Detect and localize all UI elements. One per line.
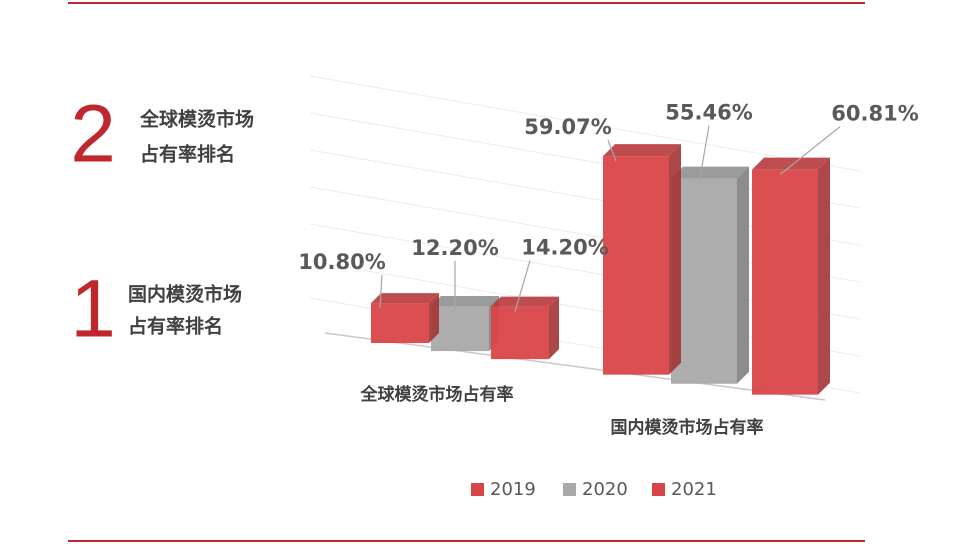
x-tick-label: 国内模烫市场占有率: [611, 417, 764, 438]
bar: [752, 169, 818, 395]
grid-line: [309, 75, 861, 172]
legend-swatch: [652, 483, 665, 496]
leader-line: [514, 260, 531, 312]
value-label: 60.81%: [831, 102, 918, 126]
value-label: 59.07%: [524, 115, 611, 139]
bar: [371, 303, 429, 344]
x-tick-label: 全球模烫市场占有率: [360, 384, 514, 405]
bar-top: [752, 157, 830, 170]
rank-number: 1: [70, 264, 116, 355]
leader-line: [779, 126, 841, 176]
legend-label: 2019: [490, 479, 536, 500]
legend-swatch: [563, 483, 576, 496]
bar: [603, 156, 669, 375]
bar-top: [371, 293, 439, 304]
bar-top: [603, 144, 681, 157]
rank-number: 2: [70, 89, 116, 180]
floor-line: [324, 332, 826, 401]
bar-top: [671, 166, 749, 179]
rank-text: 占有率排名: [128, 315, 223, 338]
rank-text: 占有率排名: [140, 143, 235, 166]
rank-text: 国内模烫市场: [128, 283, 242, 306]
legend-label: 2020: [582, 479, 628, 500]
value-label: 12.20%: [411, 236, 498, 260]
bar: [431, 305, 489, 352]
bar-side: [737, 166, 749, 384]
legend-swatch: [471, 483, 484, 496]
bar-side: [549, 296, 559, 360]
bar-side: [429, 293, 439, 344]
legend-label: 2021: [671, 479, 717, 500]
value-label: 55.46%: [665, 101, 752, 125]
bar: [671, 178, 737, 384]
bar-side: [669, 144, 681, 375]
bar-top: [431, 295, 499, 306]
leader-line: [379, 275, 383, 309]
leader-line: [607, 139, 617, 162]
value-label: 10.80%: [298, 250, 385, 274]
bar: [491, 306, 549, 360]
bar-top: [491, 296, 559, 307]
bar-side: [818, 157, 830, 395]
leader-line: [698, 125, 710, 184]
value-label: 14.20%: [521, 236, 608, 260]
rank-text: 全球模烫市场: [139, 108, 254, 131]
